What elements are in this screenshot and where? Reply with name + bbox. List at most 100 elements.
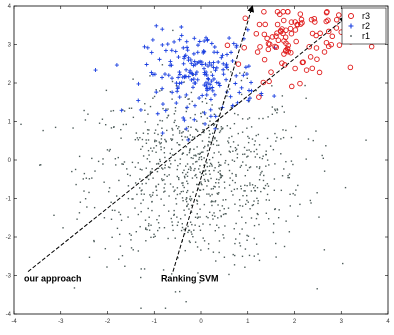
point-r1 [149, 160, 151, 163]
point-r1 [157, 183, 160, 186]
point-r1 [154, 140, 156, 143]
point-r1 [201, 183, 203, 186]
point-r1 [102, 163, 104, 165]
point-r1 [213, 169, 215, 172]
point-r1 [254, 190, 257, 192]
point-r1 [154, 129, 157, 131]
point-r1 [191, 233, 193, 235]
point-r1 [285, 160, 287, 163]
point-r1 [233, 122, 236, 125]
point-r2 [180, 75, 185, 80]
point-r1 [146, 228, 148, 231]
point-r1 [163, 173, 166, 176]
point-r1 [205, 215, 208, 218]
point-r1 [128, 107, 131, 109]
point-r1 [192, 74, 194, 77]
point-r1 [147, 132, 149, 135]
point-r1 [211, 214, 214, 217]
y-tick-label: 2 [8, 81, 12, 87]
point-r2 [209, 63, 214, 68]
point-r2 [184, 67, 189, 72]
point-r3 [288, 49, 294, 56]
point-r1 [144, 219, 147, 221]
point-r1 [88, 256, 91, 259]
point-r3 [298, 16, 305, 23]
point-r3 [253, 30, 260, 37]
point-r1 [241, 228, 243, 230]
point-r1 [234, 242, 236, 245]
point-r1 [253, 150, 255, 153]
point-r1 [258, 179, 261, 181]
point-r1 [173, 113, 176, 115]
point-r1 [207, 180, 210, 182]
point-r3 [266, 41, 273, 47]
point-r1 [203, 178, 206, 181]
point-r1 [244, 203, 247, 205]
point-r1 [244, 153, 246, 155]
point-r3 [303, 67, 310, 73]
point-r1 [215, 182, 217, 184]
point-r2 [211, 60, 216, 65]
point-r1 [201, 101, 204, 103]
point-r1 [196, 213, 198, 215]
point-r1 [240, 93, 243, 96]
point-r1 [258, 144, 261, 146]
point-r1 [134, 207, 136, 209]
point-r1 [181, 182, 183, 184]
point-r1 [255, 243, 258, 245]
point-r1 [180, 229, 183, 232]
point-r2 [204, 70, 209, 75]
point-r1 [206, 117, 209, 119]
point-r2 [214, 80, 219, 85]
point-r1 [171, 138, 174, 140]
point-r1 [93, 239, 95, 242]
point-r3 [273, 33, 279, 39]
point-r1 [292, 192, 294, 195]
point-r1 [147, 139, 150, 141]
point-r1 [150, 195, 152, 198]
point-r1 [248, 149, 250, 151]
point-r1 [144, 121, 146, 123]
point-r1 [157, 162, 160, 165]
point-r1 [239, 166, 242, 168]
point-r1 [321, 154, 323, 157]
point-r1 [161, 64, 164, 66]
point-r1 [200, 115, 202, 118]
point-r1 [218, 178, 220, 181]
point-r2 [163, 48, 168, 53]
point-r1 [249, 166, 252, 168]
point-r2 [168, 59, 173, 64]
point-r1 [208, 165, 211, 167]
point-r1 [262, 117, 264, 120]
point-r1 [200, 173, 203, 175]
point-r1 [180, 191, 182, 193]
point-r2 [160, 131, 165, 136]
point-r3 [289, 83, 295, 90]
point-r1 [246, 199, 248, 202]
point-r1 [247, 235, 250, 237]
point-r1 [216, 144, 218, 147]
point-r1 [193, 169, 195, 172]
point-r3 [281, 51, 287, 57]
point-r1 [136, 193, 138, 196]
point-r1 [288, 176, 290, 179]
point-r1 [233, 112, 236, 115]
point-r1 [149, 194, 151, 196]
point-r2 [172, 39, 177, 44]
point-r1 [163, 147, 166, 149]
point-r1 [190, 198, 193, 200]
legend-label: r3 [362, 11, 370, 21]
point-r1 [164, 138, 166, 141]
point-r1 [266, 193, 269, 196]
point-r1 [195, 176, 198, 179]
point-r1 [248, 100, 250, 103]
point-r1 [179, 290, 181, 293]
point-r1 [141, 189, 143, 191]
point-r1 [126, 173, 129, 175]
point-r1 [251, 184, 254, 186]
point-r1 [170, 217, 172, 220]
point-r1 [223, 208, 225, 210]
point-r1 [151, 200, 153, 203]
point-r1 [246, 169, 249, 171]
point-r3 [281, 17, 287, 24]
